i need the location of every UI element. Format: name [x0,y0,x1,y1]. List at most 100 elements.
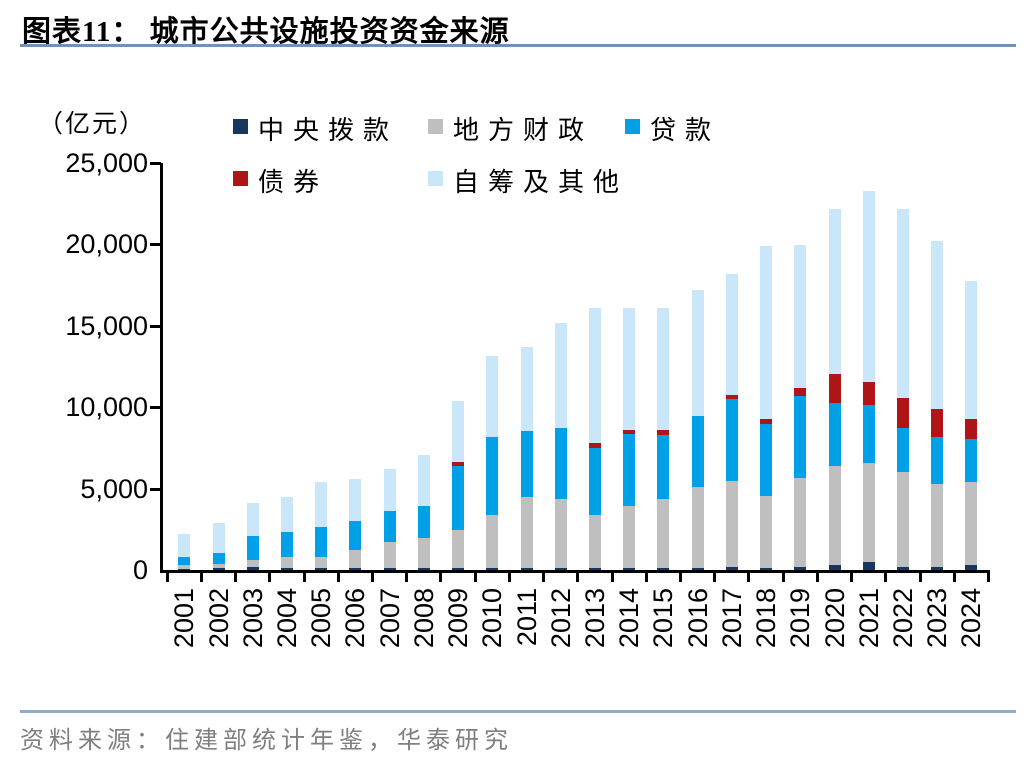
y-tick-label: 0 [132,555,148,585]
bar-segment-贷款 [452,466,465,530]
bar-segment-中央拨款 [212,568,225,570]
x-tick [439,570,443,582]
bar-segment-贷款 [554,427,567,499]
bar-segment-地方财政 [212,564,225,569]
bar-segment-地方财政 [931,484,944,568]
x-tick-label: 2007 [374,588,405,649]
title-divider [20,44,1016,47]
bar-segment-地方财政 [691,487,704,568]
x-tick-label: 2001 [169,588,200,649]
x-tick-label: 2008 [408,588,439,649]
bar-segment-债券 [657,430,670,436]
y-tick-label: 25,000 [65,148,148,178]
bar-segment-债券 [623,430,636,435]
bar-segment-自筹及其他 [281,497,293,533]
y-tick [150,406,161,410]
bar-segment-自筹及其他 [623,307,636,431]
x-tick [679,570,682,582]
bar-segment-自筹及其他 [896,209,909,398]
bar-segment-中央拨款 [349,567,362,570]
bar-segment-债券 [862,382,875,406]
bar-segment-中央拨款 [657,567,670,570]
x-tick [850,570,854,582]
x-tick [507,570,511,582]
bar-segment-贷款 [588,448,601,515]
x-tick [884,570,888,582]
bar-segment-地方财政 [417,538,430,569]
bar-segment-地方财政 [554,499,567,568]
y-axis-line [160,163,163,573]
bar-segment-中央拨款 [554,567,567,570]
x-tick [815,570,819,582]
x-tick-label: 2023 [922,588,953,649]
bar-segment-中央拨款 [417,568,430,570]
bar-segment-地方财政 [657,499,670,568]
bar-segment-自筹及其他 [862,191,875,383]
legend-swatch [233,171,248,186]
bar-segment-贷款 [281,532,293,557]
x-tick-label: 2013 [579,588,610,649]
bar-segment-贷款 [520,431,533,497]
x-tick-label: 2005 [306,588,337,649]
bar-segment-债券 [931,409,944,437]
bar-segment-贷款 [212,553,225,565]
legend-swatch [428,119,443,134]
legend-item-central-allocation: 中央拨款 [233,110,398,147]
bar-segment-自筹及其他 [760,246,772,420]
legend-label: 地方财政 [453,116,594,145]
bar-segment-中央拨款 [760,568,772,570]
bar-segment-贷款 [760,424,772,496]
bar-segment-中央拨款 [623,567,636,570]
bar-segment-自筹及其他 [417,455,430,506]
bar-segment-自筹及其他 [212,523,225,554]
bar-segment-地方财政 [828,466,841,565]
legend-swatch [233,119,248,134]
bar-segment-贷款 [486,436,499,515]
x-tick [473,570,477,582]
bar-segment-自筹及其他 [725,273,738,396]
y-tick-label: 5,000 [80,473,148,504]
chart-title: 图表11： 城市公共设施投资资金来源 [22,16,510,48]
bar-segment-中央拨款 [281,568,293,570]
bar-segment-中央拨款 [691,567,704,570]
bar-segment-中央拨款 [486,567,499,570]
bar-segment-贷款 [657,435,670,499]
x-tick [199,570,203,582]
legend-item-local-finance: 地方财政 [428,110,593,147]
source-note: 资料来源：住建部统计年鉴，华泰研究 [20,728,513,754]
y-tick-label: 10,000 [65,392,148,423]
x-tick-label: 2015 [648,588,679,649]
x-tick-label: 2014 [614,588,645,649]
bar-segment-自筹及其他 [588,307,601,443]
bar-segment-地方财政 [588,515,601,568]
y-tick-label: 15,000 [65,310,148,341]
x-tick-label: 2012 [545,588,576,649]
bar-segment-债券 [725,395,738,400]
x-tick-label: 2024 [956,588,987,649]
legend-label: 债券 [258,168,329,197]
bar-segment-中央拨款 [315,568,328,570]
x-tick [302,570,306,582]
legend-item-loans: 贷款 [625,110,720,147]
bar-segment-贷款 [828,403,841,467]
x-tick [234,570,238,582]
bar-segment-贷款 [349,520,362,550]
legend-label: 自筹及其他 [453,168,629,197]
legend-swatch [428,171,443,186]
bar-segment-贷款 [623,434,636,506]
bar-segment-自筹及其他 [486,355,499,437]
bar-segment-贷款 [315,527,328,557]
bar-segment-债券 [896,397,909,428]
bar-segment-自筹及其他 [931,241,944,410]
x-tick [644,570,648,582]
bar-segment-中央拨款 [520,567,533,570]
x-tick-label: 2019 [785,588,816,649]
x-tick-label: 2018 [751,588,781,649]
x-tick [610,570,614,582]
bar-segment-中央拨款 [828,565,841,570]
bar-segment-中央拨款 [383,568,396,570]
bar-segment-中央拨款 [246,567,259,570]
x-tick-label: 2009 [443,588,474,649]
x-tick-label: 2016 [682,588,713,649]
x-tick-label: 2010 [477,588,508,649]
